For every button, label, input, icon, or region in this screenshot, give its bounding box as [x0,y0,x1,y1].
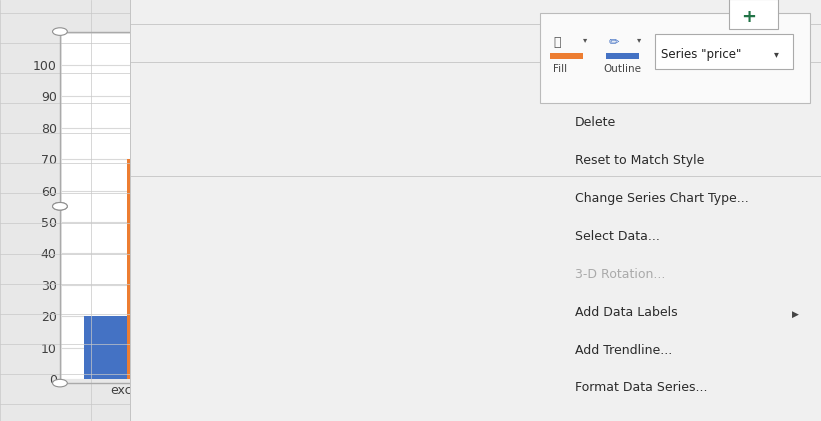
Text: Series "price": Series "price" [661,48,741,61]
Bar [450,222,493,379]
Text: Change Series Chart Type...: Change Series Chart Type... [575,192,749,205]
Text: Fill: Fill [553,64,566,74]
Text: ▾: ▾ [637,35,641,44]
Text: ✏: ✏ [608,36,619,49]
Text: Format Data Series...: Format Data Series... [575,381,707,394]
Text: Add Data Labels: Add Data Labels [575,306,677,319]
Text: Reset to Match Style: Reset to Match Style [575,154,704,167]
Text: ▾: ▾ [583,35,587,44]
Text: ▶: ▶ [792,310,799,319]
Bar [249,238,291,379]
Bar [328,332,371,379]
Text: Outline: Outline [603,64,641,74]
Text: +: + [741,8,756,27]
Text: ▾: ▾ [774,49,779,59]
Bar [84,316,127,379]
Text: 3-D Rotation...: 3-D Rotation... [575,268,665,281]
Bar [493,96,535,379]
Text: Delete: Delete [575,116,616,129]
Bar [127,159,170,379]
Text: Add Trendline...: Add Trendline... [575,344,672,357]
Text: Select Data...: Select Data... [575,230,659,243]
Text: 🪣: 🪣 [553,36,561,49]
Bar [206,285,249,379]
Bar [371,175,414,379]
